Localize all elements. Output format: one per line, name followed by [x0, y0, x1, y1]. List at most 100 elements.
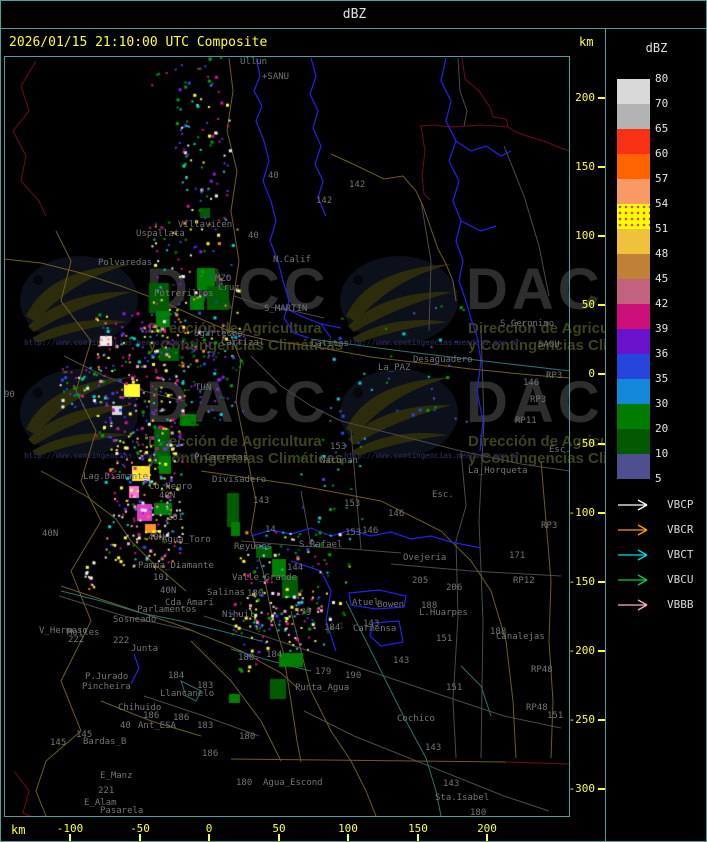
map-label: 205 — [412, 576, 429, 586]
map-label: Nacunan — [320, 456, 358, 466]
map-label: 171 — [509, 551, 526, 561]
map-label: 180 — [470, 808, 487, 818]
dbz-scale-color-block — [617, 179, 650, 204]
map-label: RP11 — [515, 416, 537, 426]
y-axis-tick — [598, 512, 605, 514]
dbz-scale-label: 36 — [655, 347, 669, 360]
map-label: 143 — [253, 496, 270, 506]
dbz-scale-label: 45 — [655, 272, 669, 285]
dbz-scale-label: 70 — [655, 97, 669, 110]
map-label: Carrizal — [221, 338, 265, 348]
x-axis-tick-label: 50 — [272, 822, 286, 835]
y-axis-tick-label: 100 — [575, 229, 595, 242]
map-label-layer: Ullun +SANU Villavicen Uspallata Polvaredas N… — [4, 56, 571, 818]
map-label: 14 — [265, 525, 276, 535]
map-label: Pampa_Diamante — [138, 561, 214, 571]
map-label: 143 — [425, 743, 442, 753]
map-label: Ovejeria — [403, 553, 447, 563]
map-label: 179 — [315, 667, 332, 677]
map-label: 145 — [50, 738, 67, 748]
map-label: Co_Negro — [149, 482, 193, 492]
vector-legend-label: VBCR — [667, 523, 694, 536]
map-label: Punta_Agua — [295, 683, 350, 693]
dbz-scale-color-block — [617, 104, 650, 129]
map-label: Pasarela — [100, 806, 144, 816]
y-axis-tick-label: 200 — [575, 91, 595, 104]
map-label: 186 — [173, 713, 190, 723]
map-label: E_Alam — [84, 798, 117, 808]
map-label: 184 — [324, 623, 341, 633]
y-axis-tick — [598, 304, 605, 306]
map-label: Pincheira — [82, 682, 131, 692]
y-axis-tick-label: -250 — [568, 713, 596, 726]
dbz-scale-label: 39 — [655, 322, 669, 335]
map-label: Ugarteche — [194, 329, 243, 339]
map-label: RP48 — [531, 665, 553, 675]
map-label: 40 — [248, 231, 259, 241]
map-label: 180 — [239, 732, 256, 742]
y-axis-tick-label: -300 — [568, 782, 596, 795]
y-axis-tick — [598, 650, 605, 652]
map-label: 180 — [247, 589, 264, 599]
map-label: 184 — [168, 671, 185, 681]
y-axis-unit-label: km — [579, 35, 594, 49]
map-label: 221 — [98, 786, 115, 796]
map-label: Molles — [67, 628, 100, 638]
map-label: Esc. — [549, 445, 571, 455]
map-label: Cruz — [218, 283, 240, 293]
map-label: 186 — [143, 711, 160, 721]
y-axis-tick-label: -100 — [568, 506, 596, 519]
y-axis-tick-label: 50 — [581, 298, 595, 311]
x-axis-tick-label: -100 — [56, 822, 84, 835]
vector-legend-label: VBBB — [667, 598, 694, 611]
y-axis-tick — [598, 373, 605, 375]
dbz-scale-color-block — [617, 304, 650, 329]
map-label: 151 — [547, 711, 564, 721]
map-label: Parlamentos — [137, 605, 197, 615]
map-label: 40N — [42, 529, 59, 539]
map-label: 190 — [345, 671, 362, 681]
map-label: SAOU — [538, 340, 560, 350]
map-label: Sosneado — [113, 615, 157, 625]
map-label: 151 — [446, 683, 463, 693]
dbz-scale-color-block — [617, 229, 650, 254]
map-label: 143 — [393, 656, 410, 666]
map-label: S.Rafael — [299, 540, 343, 550]
map-label: P.Carretas — [194, 453, 249, 463]
dbz-scale-color-block — [617, 79, 650, 104]
dbz-scale-color-block — [617, 129, 650, 154]
map-label: 186 — [202, 749, 219, 759]
map-label: 142 — [349, 180, 366, 190]
map-label: 180 — [236, 778, 253, 788]
map-label: 179 — [295, 608, 312, 618]
dbz-scale-color-block — [617, 354, 650, 379]
x-axis-tick-label: 0 — [205, 822, 213, 835]
x-axis-tick — [278, 834, 280, 841]
x-axis-tick-label: 100 — [338, 822, 358, 835]
dbz-scale-label: 65 — [655, 122, 669, 135]
map-label: 143 — [443, 779, 460, 789]
dbz-scale-label: 5 — [655, 472, 662, 485]
map-label: Valle_Grande — [232, 573, 298, 583]
map-label: Llancanelo — [160, 689, 215, 699]
dbz-scale-color-block — [617, 204, 650, 229]
map-label: Catitas — [311, 339, 349, 349]
y-axis-tick — [598, 719, 605, 721]
map-label: Potrerillos — [154, 289, 214, 299]
y-axis-tick-label: -200 — [568, 644, 596, 657]
map-label: Lag.Diamante — [83, 472, 149, 482]
map-label: RP3 — [546, 371, 563, 381]
map-label: 146 — [362, 526, 379, 536]
map-label: Atuel — [352, 598, 380, 608]
y-axis-tick-label: 150 — [575, 160, 595, 173]
scale-title: dBZ — [645, 41, 668, 55]
vector-legend-label: VBCP — [667, 498, 694, 511]
x-axis-tick-label: -50 — [130, 822, 150, 835]
map-label: L.Huarpes — [419, 608, 468, 618]
x-axis-tick-label: 150 — [408, 822, 428, 835]
x-axis-tick — [69, 834, 71, 841]
map-label: S.Geronimo — [500, 319, 555, 329]
dbz-scale-color-block — [617, 429, 650, 454]
dbz-scale-color-block — [617, 254, 650, 279]
